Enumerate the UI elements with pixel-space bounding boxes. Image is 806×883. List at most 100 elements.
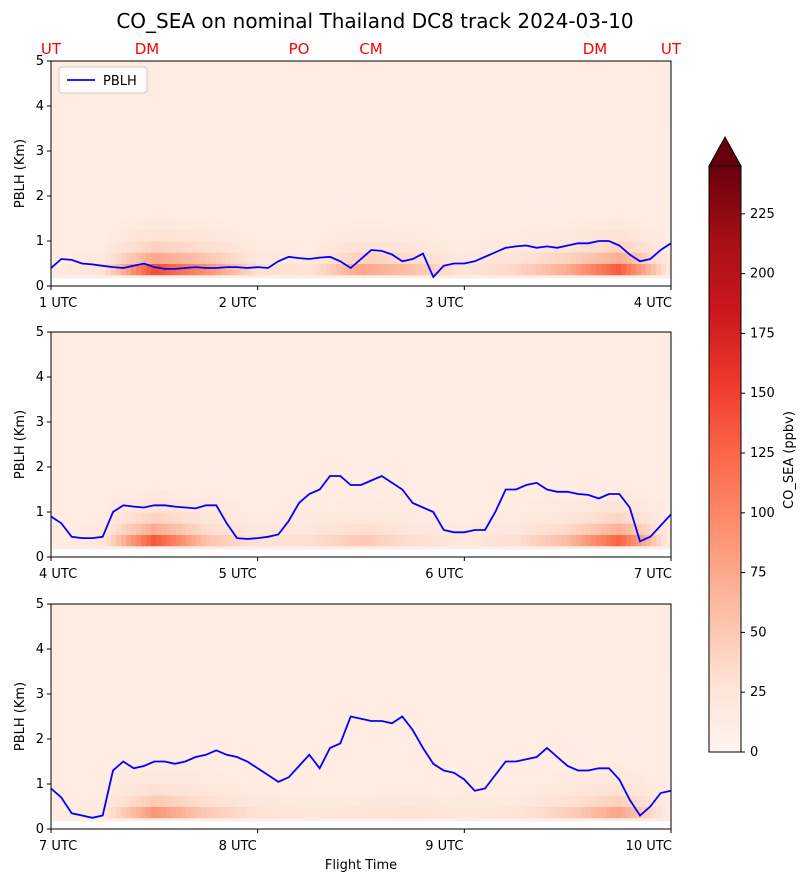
co-cell (71, 263, 77, 276)
co-cell (521, 72, 527, 84)
co-cell (636, 433, 642, 445)
co-cell (431, 218, 437, 231)
co-cell (526, 433, 532, 445)
co-cell (571, 489, 577, 502)
co-cell (611, 377, 617, 389)
co-cell (261, 162, 267, 174)
co-cell (416, 151, 422, 163)
co-cell (501, 83, 507, 96)
co-cell (641, 162, 647, 174)
co-cell (646, 399, 652, 412)
co-cell (146, 151, 152, 163)
co-cell (581, 173, 587, 186)
co-cell (236, 184, 242, 197)
co-cell (236, 332, 242, 344)
co-cell (81, 512, 87, 524)
co-cell (456, 489, 462, 502)
co-cell (91, 162, 97, 174)
co-cell (441, 478, 447, 490)
co-cell (311, 422, 317, 434)
co-cell (66, 478, 72, 490)
co-cell (636, 388, 642, 400)
co-cell (331, 106, 337, 118)
co-cell (221, 343, 227, 355)
co-cell (631, 444, 637, 457)
co-cell (506, 207, 512, 219)
co-cell (181, 61, 187, 73)
co-cell (461, 388, 467, 400)
co-cell (476, 61, 482, 73)
co-cell (521, 444, 527, 457)
co-cell (436, 354, 442, 367)
co-cell (586, 534, 592, 547)
co-cell (131, 128, 137, 141)
co-cell (486, 184, 492, 197)
co-cell (176, 365, 182, 378)
co-cell (211, 455, 217, 468)
co-cell (461, 218, 467, 231)
co-cell (511, 467, 517, 479)
co-cell (486, 139, 492, 152)
co-cell (486, 241, 492, 253)
co-cell (576, 377, 582, 389)
co-cell (116, 241, 122, 253)
co-cell (51, 207, 57, 219)
co-cell (206, 184, 212, 197)
co-cell (576, 252, 582, 264)
co-cell (616, 455, 622, 468)
co-cell (241, 534, 247, 547)
co-cell (461, 207, 467, 219)
co-cell (636, 444, 642, 457)
co-cell (496, 162, 502, 174)
co-cell (111, 241, 117, 253)
co-cell (586, 455, 592, 468)
co-cell (626, 263, 632, 276)
co-cell (631, 196, 637, 208)
co-cell (611, 94, 617, 107)
co-cell (471, 512, 477, 524)
co-cell (226, 534, 232, 547)
co-cell (206, 229, 212, 242)
co-cell (151, 332, 157, 344)
co-cell (341, 523, 347, 535)
co-cell (276, 196, 282, 208)
co-cell (441, 489, 447, 502)
co-cell (191, 332, 197, 344)
co-cell (96, 399, 102, 412)
co-cell (606, 241, 612, 253)
co-cell (356, 61, 362, 73)
co-cell (196, 196, 202, 208)
co-cell (136, 467, 142, 479)
co-cell (511, 173, 517, 186)
co-cell (201, 410, 207, 423)
co-cell (176, 523, 182, 535)
co-cell (406, 252, 412, 264)
co-cell (76, 500, 82, 513)
co-cell (506, 433, 512, 445)
co-cell (356, 173, 362, 186)
co-cell (451, 184, 457, 197)
co-cell (231, 72, 237, 84)
co-cell (276, 241, 282, 253)
co-cell (531, 139, 537, 152)
co-cell (361, 61, 367, 73)
co-cell (591, 455, 597, 468)
co-cell (341, 162, 347, 174)
co-cell (446, 173, 452, 186)
co-cell (271, 422, 277, 434)
co-cell (141, 139, 147, 152)
co-cell (106, 478, 112, 490)
co-cell (561, 455, 567, 468)
co-cell (196, 343, 202, 355)
co-cell (351, 252, 357, 264)
co-cell (491, 444, 497, 457)
co-cell (231, 478, 237, 490)
co-cell (601, 455, 607, 468)
co-cell (336, 162, 342, 174)
co-cell (576, 512, 582, 524)
co-cell (441, 151, 447, 163)
co-cell (571, 117, 577, 129)
co-cell (566, 106, 572, 118)
co-cell (381, 207, 387, 219)
co-cell (476, 512, 482, 524)
